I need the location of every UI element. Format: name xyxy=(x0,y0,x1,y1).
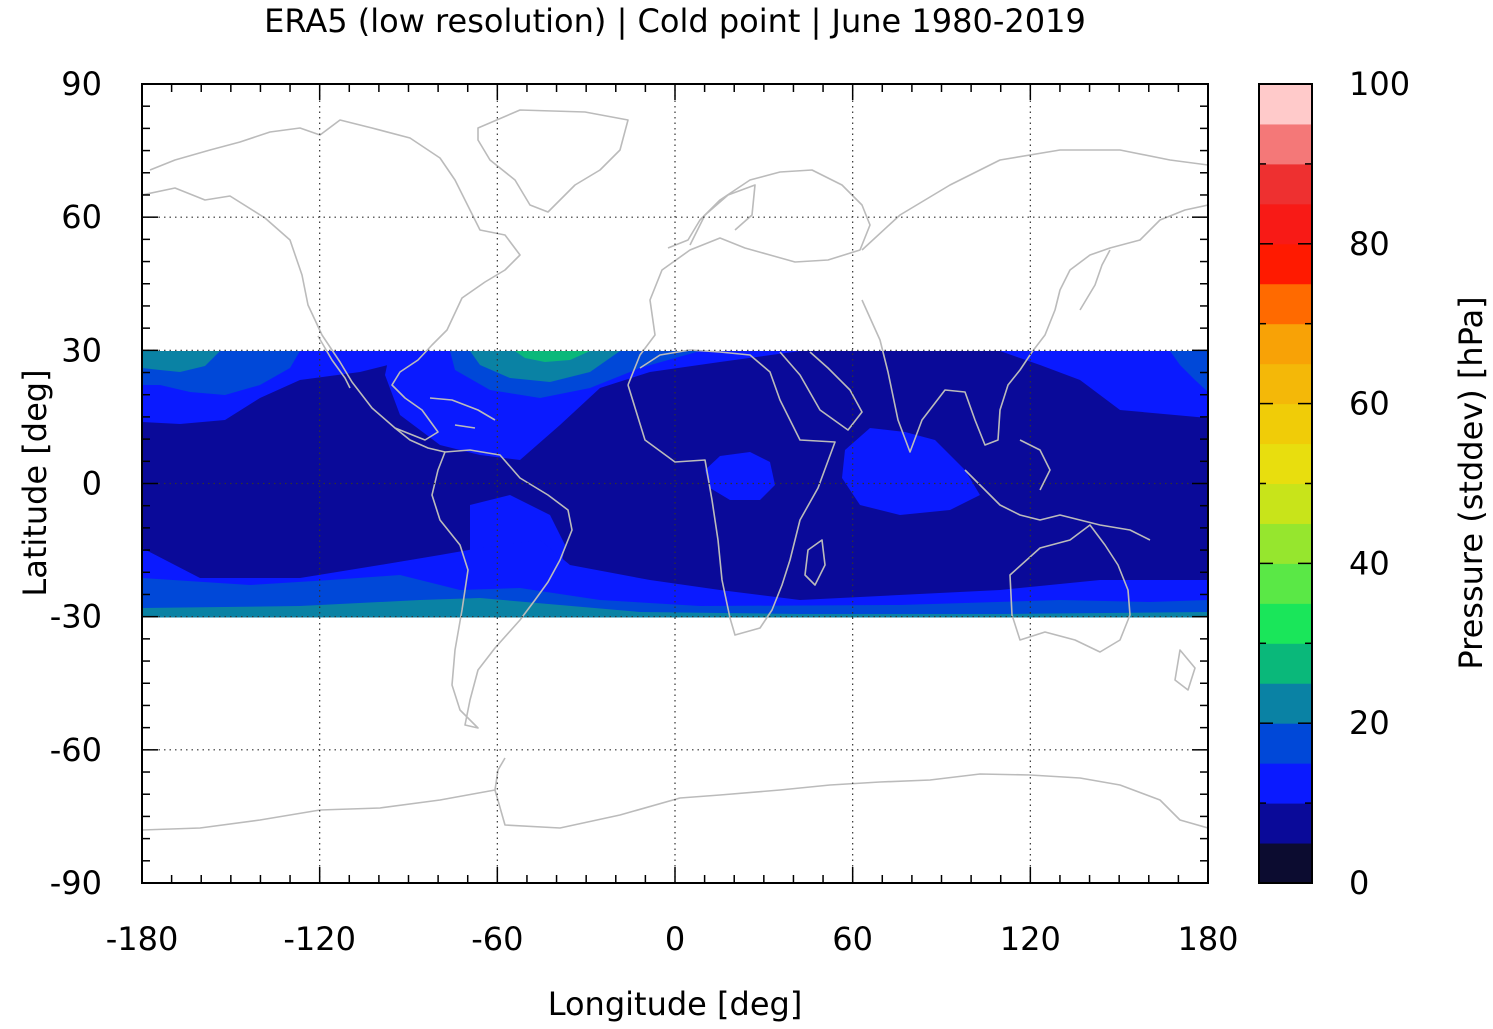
colorbar-tick-label: 80 xyxy=(1349,225,1390,263)
field-background xyxy=(142,351,1208,618)
field-region-central-pacific-core xyxy=(142,351,220,372)
coastline-europe xyxy=(627,169,871,386)
x-tick-label: 180 xyxy=(1177,920,1238,958)
colorbar-swatch xyxy=(1259,203,1312,245)
colorbar-swatch xyxy=(1259,123,1312,165)
colorbar-swatch xyxy=(1259,84,1312,125)
colorbar-swatch xyxy=(1259,163,1312,205)
x-tick-label: 60 xyxy=(832,920,873,958)
colorbar-swatch xyxy=(1259,243,1312,285)
x-tick-label: 0 xyxy=(665,920,685,958)
coastline-asia xyxy=(861,149,1208,453)
coastline-south-america xyxy=(431,449,573,729)
data-field xyxy=(142,351,1208,618)
coastline-madagascar xyxy=(804,539,826,586)
coastline-japan xyxy=(1079,249,1111,311)
field-region-central-africa xyxy=(705,452,775,500)
colorbar-swatch xyxy=(1259,563,1312,604)
y-tick-label: -60 xyxy=(50,731,102,769)
coastline-new-zealand xyxy=(1174,649,1196,691)
x-tick-label: -120 xyxy=(283,920,356,958)
plot-frame xyxy=(141,83,1209,884)
field-region-north-atlantic-peak xyxy=(515,351,590,362)
y-tick-label: 30 xyxy=(61,331,102,369)
colorbar-tick-label: 100 xyxy=(1349,65,1410,103)
colorbar-swatch xyxy=(1259,523,1312,564)
colorbar-swatch xyxy=(1259,643,1312,684)
colorbar-tick-label: 60 xyxy=(1349,385,1390,423)
field-region-east-pacific-core xyxy=(1170,351,1208,392)
coastline-maritime xyxy=(964,439,1151,541)
y-tick-label: 60 xyxy=(61,198,102,236)
y-tick-label: -90 xyxy=(50,864,102,902)
colorbar-swatch xyxy=(1259,803,1312,844)
coastline-australia xyxy=(1009,524,1131,653)
field-region-indian-ocean xyxy=(842,428,980,515)
coastline-greenland xyxy=(477,109,629,213)
colorbar-swatch xyxy=(1259,843,1312,884)
coastline-antarctic-peninsula xyxy=(494,757,506,791)
coastline-antarctica xyxy=(142,773,1208,831)
coastline-africa xyxy=(627,349,836,636)
chart-title: ERA5 (low resolution) | Cold point | Jun… xyxy=(264,2,1086,40)
colorbar-swatch xyxy=(1259,483,1312,524)
gridlines xyxy=(142,84,1208,883)
colorbar-swatch xyxy=(1259,403,1312,445)
colorbar-swatch xyxy=(1259,283,1312,325)
x-axis: -180 -120 -60 0 60 120 180 xyxy=(106,84,1239,958)
colorbar-swatch xyxy=(1259,363,1312,405)
coastline-central-america xyxy=(394,427,446,453)
x-tick-label: 120 xyxy=(1000,920,1061,958)
x-tick-label: -180 xyxy=(106,920,179,958)
colorbar-swatch xyxy=(1259,723,1312,764)
y-tick-label: -30 xyxy=(50,598,102,636)
coastline-scandinavia xyxy=(689,184,756,246)
coastline-north-america xyxy=(142,119,521,441)
field-region-north-atlantic-core xyxy=(470,351,620,382)
field-region-south-subtropics-core xyxy=(142,598,1208,618)
x-axis-label: Longitude [deg] xyxy=(548,985,803,1023)
colorbar: 0 20 40 60 80 100 xyxy=(1258,65,1410,902)
coastline-caribbean xyxy=(429,397,496,429)
coastlines xyxy=(142,109,1208,831)
coastline-baja xyxy=(317,335,351,389)
y-tick-label: 0 xyxy=(82,465,102,503)
colorbar-tick-label: 20 xyxy=(1349,704,1390,742)
colorbar-tick-label: 0 xyxy=(1349,864,1369,902)
colorbar-swatch xyxy=(1259,603,1312,644)
colorbar-swatch xyxy=(1259,443,1312,484)
y-axis-label: Latitude [deg] xyxy=(16,369,54,596)
y-tick-label: 90 xyxy=(61,65,102,103)
field-region-east-pacific xyxy=(1000,351,1208,418)
coastline-arabia xyxy=(779,351,863,431)
colorbar-label: Pressure (stddev) [hPa] xyxy=(1452,296,1490,669)
colorbar-tick-label: 40 xyxy=(1349,544,1390,582)
colorbar-swatch xyxy=(1259,763,1312,804)
colorbar-swatch xyxy=(1259,323,1312,365)
x-tick-label: -60 xyxy=(471,920,523,958)
colorbar-swatch xyxy=(1259,683,1312,724)
